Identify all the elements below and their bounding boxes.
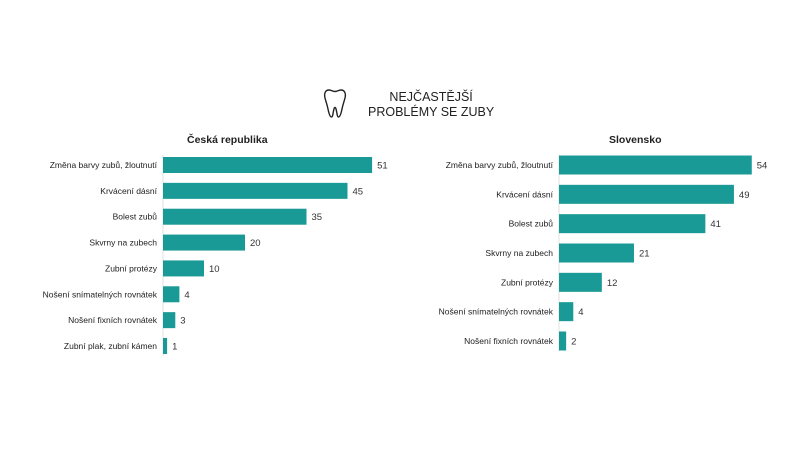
sk-category-label-6: Nošení fixních rovnátek bbox=[464, 336, 554, 346]
cz-bar-4 bbox=[163, 260, 204, 277]
cz-bar-3 bbox=[163, 234, 245, 251]
cz-bar-1 bbox=[163, 182, 348, 199]
sk-value-label-0: 54 bbox=[757, 161, 768, 172]
chart-header: NEJČASTĚJŠÍ PROBLÉMY SE ZUBY bbox=[0, 86, 800, 126]
cz-value-label-7: 1 bbox=[172, 342, 177, 353]
cz-bar-7 bbox=[163, 338, 168, 354]
sk-bar-1 bbox=[559, 184, 734, 204]
sk-bar-4 bbox=[559, 272, 602, 292]
page-title: NEJČASTĚJŠÍ PROBLÉMY SE ZUBY bbox=[368, 90, 494, 120]
sk-bar-3 bbox=[559, 243, 634, 263]
cz-category-label-2: Bolest zubů bbox=[113, 212, 158, 222]
chart-title-cz: Česká republika bbox=[187, 134, 268, 146]
sk-category-label-1: Krvácení dásní bbox=[496, 189, 553, 199]
cz-category-label-6: Nošení fixních rovnátek bbox=[68, 315, 158, 325]
cz-value-label-1: 45 bbox=[353, 186, 364, 197]
cz-category-label-1: Krvácení dásní bbox=[100, 186, 157, 196]
sk-category-label-3: Skvrny na zubech bbox=[485, 248, 553, 258]
cz-value-label-4: 10 bbox=[209, 264, 220, 275]
sk-value-label-1: 49 bbox=[739, 190, 750, 201]
sk-category-label-4: Zubní protézy bbox=[501, 277, 554, 287]
cz-value-label-3: 20 bbox=[250, 238, 261, 249]
sk-value-label-5: 4 bbox=[578, 307, 583, 318]
cz-category-label-7: Zubní plak, zubní kámen bbox=[64, 341, 157, 351]
sk-bar-2 bbox=[559, 214, 706, 234]
sk-category-label-5: Nošení snímatelných rovnátek bbox=[439, 307, 554, 317]
tooth-icon bbox=[323, 89, 347, 118]
cz-category-label-4: Zubní protézy bbox=[105, 263, 158, 273]
title-line-2: PROBLÉMY SE ZUBY bbox=[368, 105, 495, 119]
cz-bar-5 bbox=[163, 286, 180, 303]
cz-value-label-0: 51 bbox=[377, 161, 388, 172]
cz-value-label-5: 4 bbox=[184, 290, 189, 301]
chart-cz: Změna barvy zubů, žloutnutí 51 Krvácení dá… bbox=[43, 155, 388, 356]
sk-bar-6 bbox=[559, 331, 567, 351]
sk-value-label-4: 12 bbox=[607, 278, 618, 289]
sk-value-label-3: 21 bbox=[639, 249, 650, 260]
title-line-1: NEJČASTĚJŠÍ bbox=[389, 90, 473, 104]
cz-bar-6 bbox=[163, 312, 176, 329]
sk-value-label-2: 41 bbox=[710, 219, 721, 230]
cz-category-label-3: Skvrny na zubech bbox=[89, 238, 157, 248]
sk-category-label-2: Bolest zubů bbox=[509, 219, 554, 229]
sk-bar-0 bbox=[559, 155, 752, 175]
chart-title-sk: Slovensko bbox=[609, 134, 662, 146]
sk-value-label-6: 2 bbox=[571, 337, 576, 348]
cz-bar-0 bbox=[163, 157, 373, 173]
sk-category-label-0: Změna barvy zubů, žloutnutí bbox=[446, 160, 554, 170]
cz-category-label-0: Změna barvy zubů, žloutnutí bbox=[50, 160, 158, 170]
cz-category-label-5: Nošení snímatelných rovnátek bbox=[43, 289, 158, 299]
sk-bar-5 bbox=[559, 302, 574, 322]
cz-bar-2 bbox=[163, 208, 307, 225]
cz-value-label-2: 35 bbox=[312, 212, 323, 223]
cz-value-label-6: 3 bbox=[180, 316, 185, 327]
